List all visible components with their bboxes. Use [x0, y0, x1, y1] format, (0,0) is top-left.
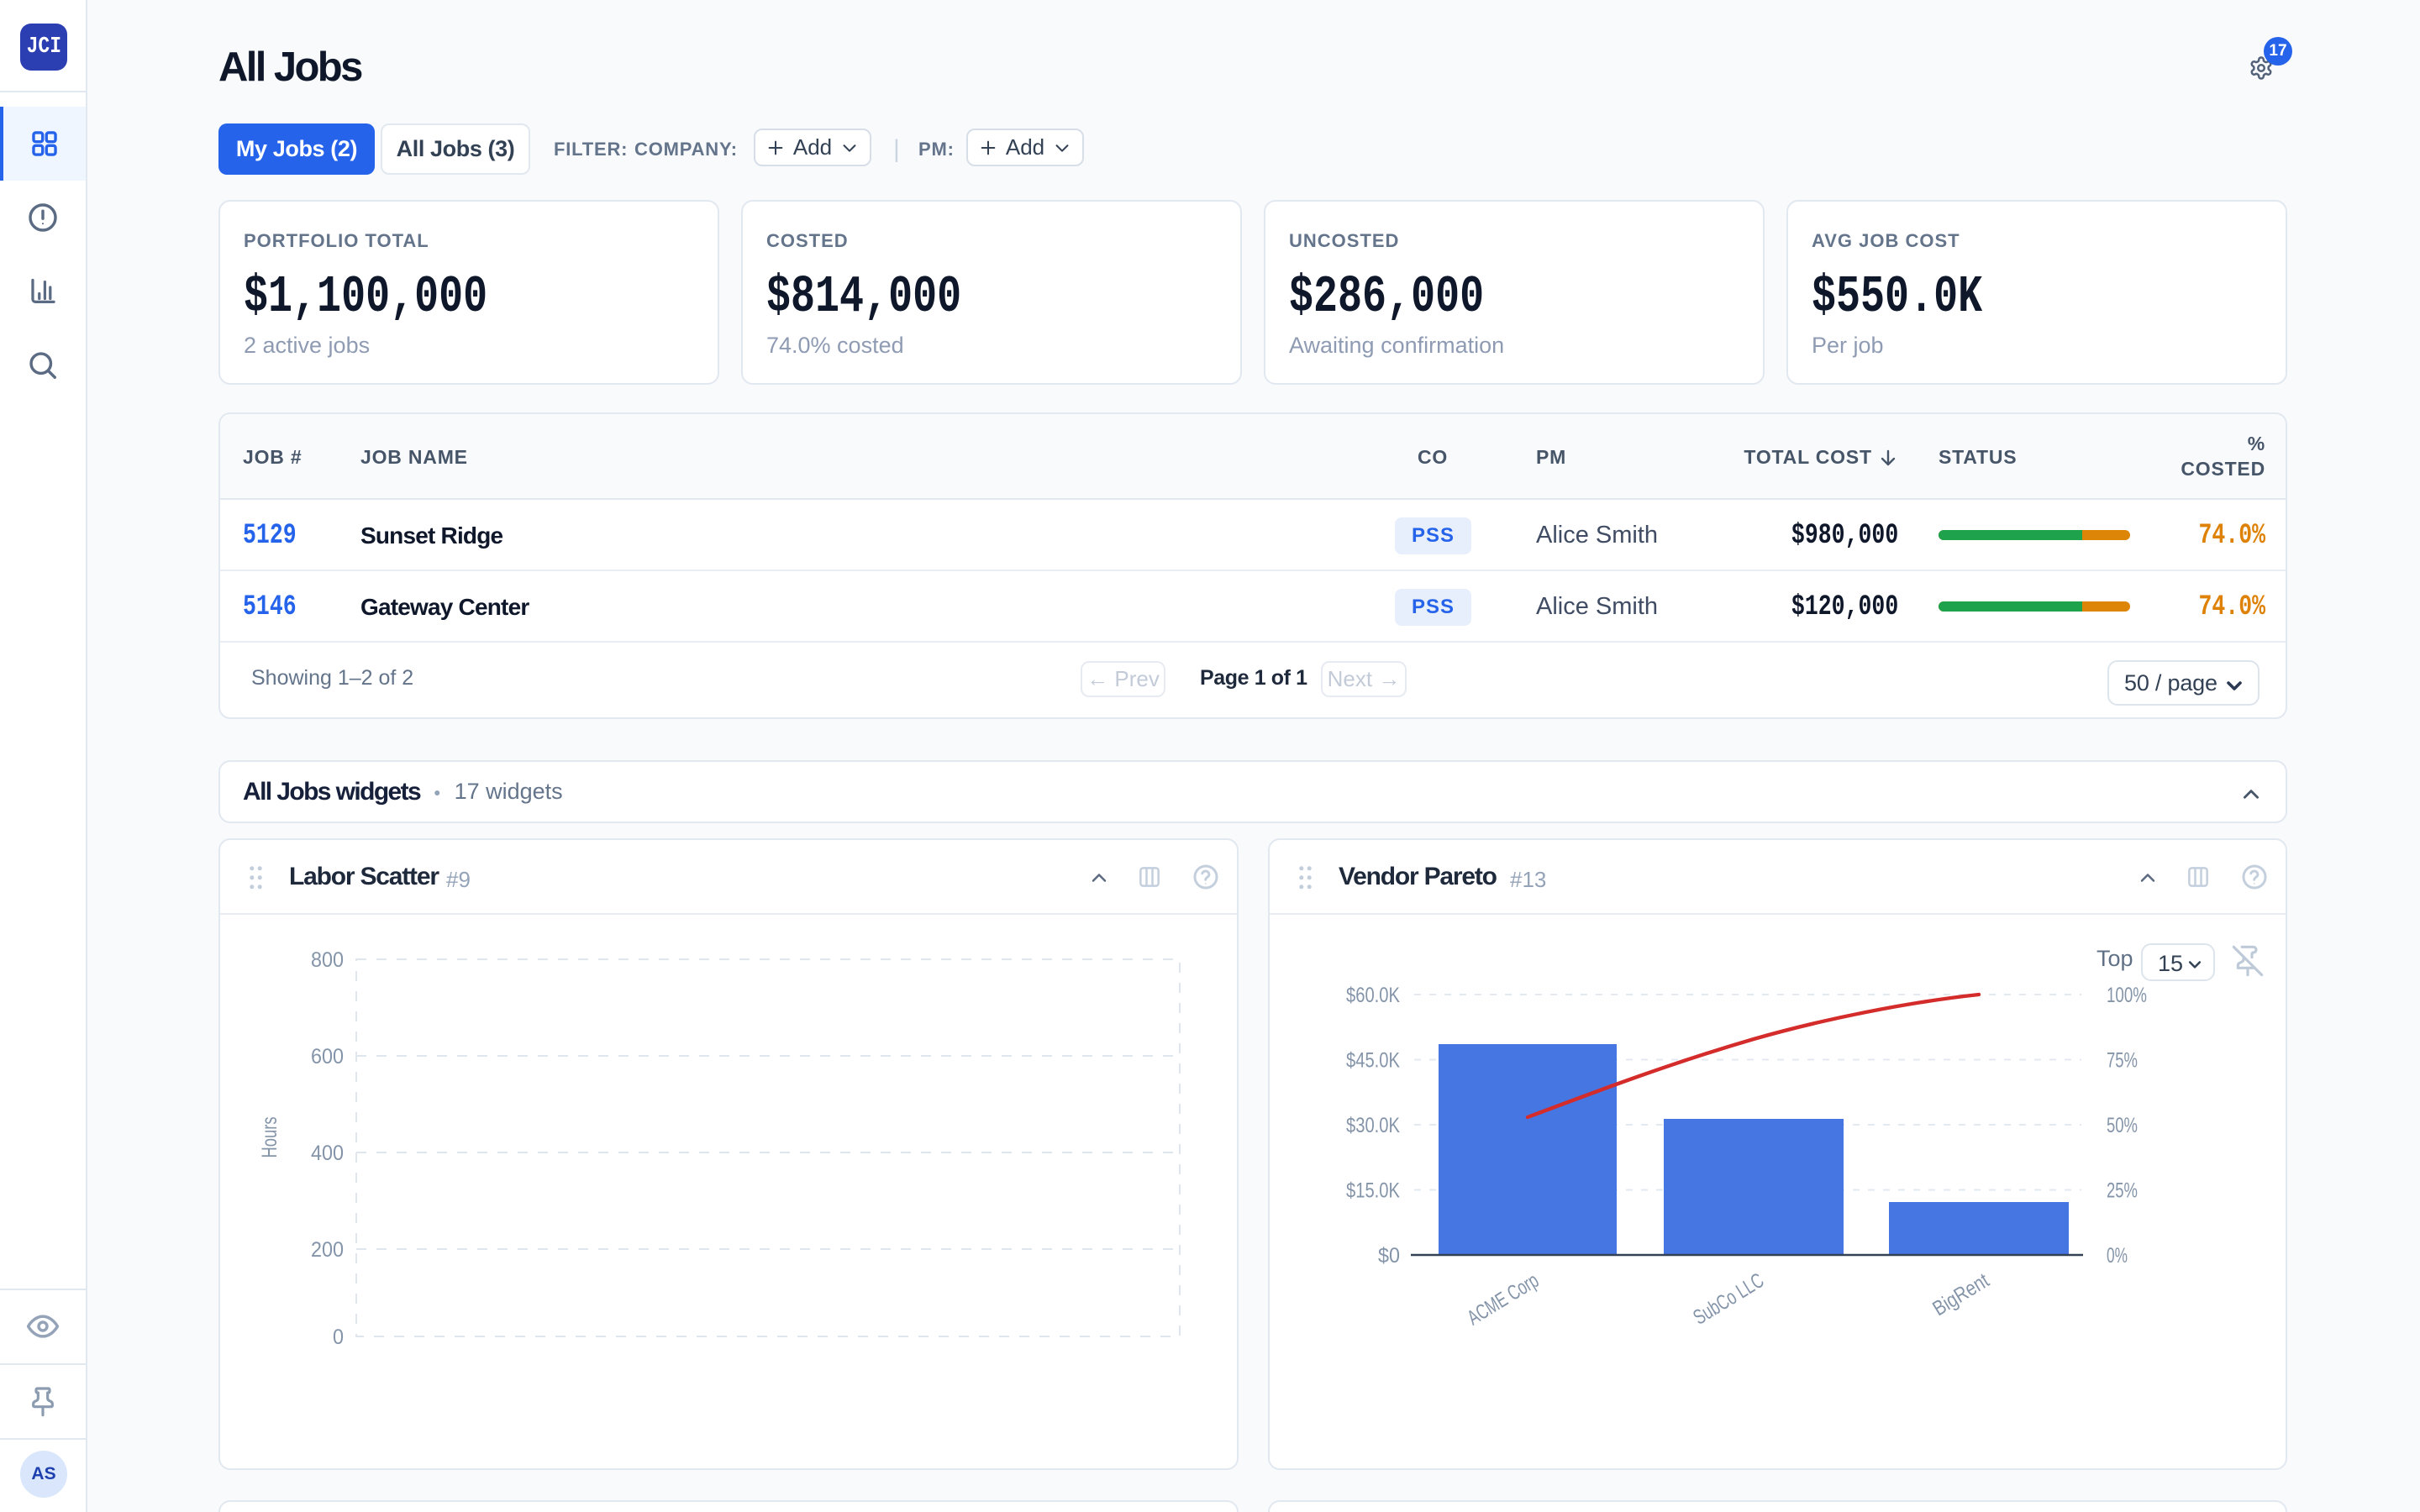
- svg-text:600: 600: [311, 1045, 344, 1068]
- svg-text:25%: 25%: [2107, 1179, 2138, 1203]
- svg-text:$60.0K: $60.0K: [1346, 984, 1400, 1007]
- svg-text:$45.0K: $45.0K: [1346, 1049, 1400, 1073]
- svg-text:400: 400: [311, 1142, 344, 1165]
- svg-text:SubCo LLC: SubCo LLC: [1689, 1268, 1768, 1329]
- svg-text:BigRent: BigRent: [1928, 1268, 1993, 1320]
- svg-text:800: 800: [311, 948, 344, 972]
- svg-text:$15.0K: $15.0K: [1346, 1179, 1400, 1203]
- svg-text:0: 0: [333, 1326, 344, 1349]
- svg-text:75%: 75%: [2107, 1049, 2138, 1073]
- svg-text:0%: 0%: [2107, 1244, 2128, 1268]
- svg-text:200: 200: [311, 1238, 344, 1262]
- svg-text:ACME Corp: ACME Corp: [1463, 1268, 1543, 1330]
- svg-text:100%: 100%: [2107, 984, 2147, 1007]
- svg-text:$0: $0: [1378, 1244, 1400, 1268]
- svg-text:50%: 50%: [2107, 1114, 2138, 1137]
- svg-text:Hours: Hours: [258, 1117, 281, 1158]
- svg-text:$30.0K: $30.0K: [1346, 1114, 1400, 1137]
